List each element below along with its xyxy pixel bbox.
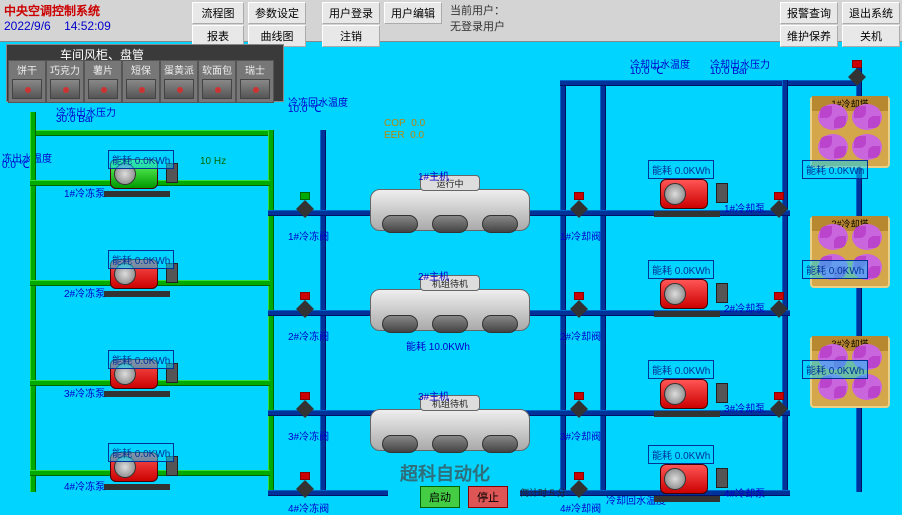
frz-valve-2[interactable]	[296, 300, 314, 318]
cool-out-press-val: 10.0 Bar	[710, 66, 748, 77]
tab-1[interactable]: 巧克力	[46, 60, 84, 103]
cool-pump-4[interactable]	[650, 460, 728, 502]
frz-pump-3-lbl: 3#冷冻泵	[64, 385, 105, 400]
chiller-1[interactable]: 运行中	[370, 175, 530, 235]
cool-valve-1[interactable]	[570, 200, 588, 218]
frz-pump-2-en: 能耗 0.0KWh	[108, 250, 174, 269]
frz-press-val: 30.0 Bar	[56, 114, 94, 125]
cool-valve-3[interactable]	[570, 400, 588, 418]
eer: EER 0.0	[384, 130, 424, 141]
countdown: 倒计时 5 分	[520, 486, 566, 499]
tower-valve-3[interactable]	[770, 300, 788, 318]
btn-user-edit[interactable]: 用户编辑	[384, 2, 442, 24]
cool-out-temp-val: 10.0 ℃	[630, 66, 663, 77]
frz-pump-4-lbl: 4#冷冻泵	[64, 478, 105, 493]
tab-4[interactable]: 蛋黄派	[160, 60, 198, 103]
btn-start[interactable]: 启动	[420, 486, 460, 508]
top-bar: 中央空调控制系统 2022/9/6 14:52:09 流程图 报表 参数设定 曲…	[0, 0, 902, 42]
tower-valve-2[interactable]	[770, 200, 788, 218]
btn-exit[interactable]: 退出系统	[842, 2, 900, 24]
frz-pump-2-lbl: 2#冷冻泵	[64, 285, 105, 300]
cool-valve-4[interactable]	[570, 480, 588, 498]
tab-0[interactable]: 饼干	[8, 60, 46, 103]
frz-ret-val: 10.0 ℃	[288, 104, 321, 115]
tower-1[interactable]: 1#冷却塔	[810, 96, 890, 168]
frz-pump-3-en: 能耗 0.0KWh	[108, 350, 174, 369]
tab-2[interactable]: 薯片	[84, 60, 122, 103]
btn-shutdown[interactable]: 关机	[842, 25, 900, 47]
cop: COP 0.0	[384, 118, 425, 129]
tower-valve-1[interactable]	[848, 68, 866, 86]
cool-pump-2[interactable]	[650, 275, 728, 317]
btn-params[interactable]: 参数设定	[248, 2, 306, 24]
chiller-3[interactable]: 机组待机	[370, 395, 530, 455]
btn-logout[interactable]: 注销	[322, 25, 380, 47]
system-title: 中央空调控制系统	[4, 2, 186, 19]
hz: 10 Hz	[200, 156, 226, 167]
frz-valve-4[interactable]	[296, 480, 314, 498]
frz-valve-3[interactable]	[296, 400, 314, 418]
frz-out-val: 0.0 ℃	[2, 160, 30, 171]
tab-5[interactable]: 软面包	[198, 60, 236, 103]
cool-pump-1[interactable]	[650, 175, 728, 217]
header-left: 中央空调控制系统 2022/9/6 14:52:09	[0, 0, 190, 41]
cool-valve-2[interactable]	[570, 300, 588, 318]
tower-valve-4[interactable]	[770, 400, 788, 418]
current-user: 当前用户： 无登录用户	[444, 0, 511, 41]
btn-alarm[interactable]: 报警查询	[780, 2, 838, 24]
frz-pump-1-en: 能耗 0.0KWh	[108, 150, 174, 169]
frz-pump-1-lbl: 1#冷冻泵	[64, 185, 105, 200]
frz-pump-4-en: 能耗 0.0KWh	[108, 443, 174, 462]
btn-stop[interactable]: 停止	[468, 486, 508, 508]
btn-flowchart[interactable]: 流程图	[192, 2, 244, 24]
btn-maint[interactable]: 维护保养	[780, 25, 838, 47]
frz-valve-1[interactable]	[296, 200, 314, 218]
cool-pump-3[interactable]	[650, 375, 728, 417]
watermark: 超科自动化	[400, 460, 490, 486]
tab-6[interactable]: 瑞士	[236, 60, 274, 103]
tab-3[interactable]: 短保	[122, 60, 160, 103]
tab-strip: 饼干 巧克力 薯片 短保 蛋黄派 软面包 瑞士	[8, 60, 274, 103]
btn-login[interactable]: 用户登录	[322, 2, 380, 24]
datetime: 2022/9/6 14:52:09	[4, 19, 186, 33]
chiller-2[interactable]: 机组待机	[370, 275, 530, 335]
